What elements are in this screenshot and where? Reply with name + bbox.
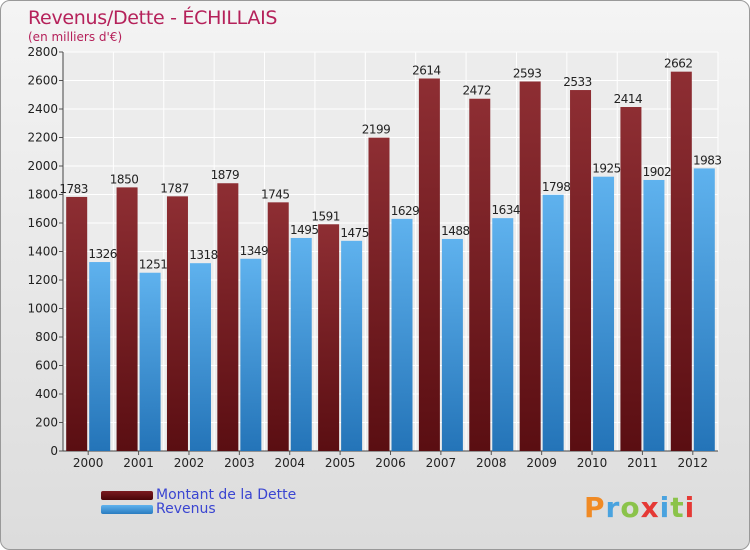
data-label: 1629 [391,204,420,218]
bar-dette [318,224,340,451]
bar-dette [267,202,289,451]
bar-revenus [341,240,363,451]
data-label: 2533 [563,75,592,89]
data-label: 2614 [412,64,441,78]
y-tick-label: 1200 [27,273,58,287]
bar-revenus [240,258,262,451]
data-label: 1850 [110,172,139,186]
legend-swatch-dette [101,491,153,500]
data-label: 1745 [261,187,290,201]
x-tick-label: 2009 [526,456,557,470]
data-label: 1591 [311,209,340,223]
data-label: 1488 [441,224,470,238]
data-label: 1983 [693,153,722,167]
x-tick-label: 2003 [224,456,255,470]
x-tick-label: 2007 [426,456,457,470]
y-tick-label: 1000 [27,302,58,316]
y-tick-label: 2400 [27,102,58,116]
logo-letter: o [620,491,641,524]
logo-letter: x [640,491,660,524]
legend-item-dette: Montant de la Dette [101,487,401,505]
x-tick-label: 2001 [123,456,154,470]
y-tick-label: 400 [35,387,58,401]
bar-dette [166,196,188,451]
x-tick-label: 2006 [375,456,406,470]
data-label: 1251 [139,258,168,272]
data-label: 1925 [592,162,621,176]
y-tick-label: 1800 [27,188,58,202]
logo-letter: t [670,491,685,524]
data-label: 1798 [542,180,571,194]
bar-revenus [391,218,413,451]
bar-revenus [189,263,211,451]
data-label: 1783 [59,182,88,196]
data-label: 2593 [513,66,542,80]
chart-subtitle: (en milliers d'€) [28,30,123,44]
y-tick-label: 800 [35,330,58,344]
y-tick-label: 0 [50,444,58,458]
data-label: 1902 [643,165,672,179]
y-tick-label: 1400 [27,245,58,259]
y-tick-label: 2800 [27,45,58,59]
legend-swatch-revenus [101,505,153,514]
bar-dette [570,90,592,452]
x-tick-label: 2008 [476,456,507,470]
bar-dette [217,183,239,451]
x-tick-label: 2005 [325,456,356,470]
y-tick-label: 600 [35,359,58,373]
bar-revenus [643,179,665,451]
bar-revenus [441,238,463,451]
data-label: 1326 [88,247,117,261]
x-tick-label: 2004 [274,456,305,470]
data-label: 1495 [290,223,319,237]
bar-dette [66,196,88,451]
chart-title: Revenus/Dette - ÉCHILLAIS [28,7,278,29]
data-label: 2472 [462,84,491,98]
bar-dette [418,78,440,451]
x-tick-label: 2010 [577,456,608,470]
data-label: 1318 [189,248,218,262]
bar-revenus [693,168,715,452]
y-tick-label: 1600 [27,216,58,230]
data-label: 1475 [340,226,369,240]
y-tick-label: 2600 [27,74,58,88]
logo-letter: i [684,491,696,524]
bar-dette [519,81,541,451]
legend-item-revenus: Revenus [101,501,401,519]
data-label: 1879 [211,168,240,182]
bar-revenus [290,237,312,451]
bar-dette [620,107,642,451]
logo-letter: i [659,491,671,524]
data-label: 2662 [664,57,693,71]
logo-letter: P [584,491,606,524]
bar-dette [368,137,390,451]
logo-letter: r [605,491,621,524]
y-tick-label: 2200 [27,131,58,145]
data-label: 1787 [160,181,189,195]
legend-label-dette: Montant de la Dette [156,487,297,503]
x-tick-label: 2012 [678,456,709,470]
legend-label-revenus: Revenus [156,501,216,517]
y-tick-label: 2000 [27,159,58,173]
bar-revenus [593,176,615,451]
data-label: 1634 [491,203,520,217]
data-label: 1349 [240,244,269,258]
bar-revenus [139,272,161,451]
bar-dette [469,98,491,452]
x-tick-label: 2011 [627,456,658,470]
data-label: 2414 [614,92,643,106]
x-tick-label: 2000 [73,456,104,470]
x-tick-label: 2002 [174,456,205,470]
bar-revenus [492,218,514,451]
y-tick-label: 200 [35,416,58,430]
bar-revenus [89,262,111,451]
proxiti-logo: Proxiti [584,491,695,524]
bar-dette [116,187,138,451]
bar-dette [670,71,692,451]
data-label: 2199 [362,123,391,137]
bar-revenus [542,194,564,451]
